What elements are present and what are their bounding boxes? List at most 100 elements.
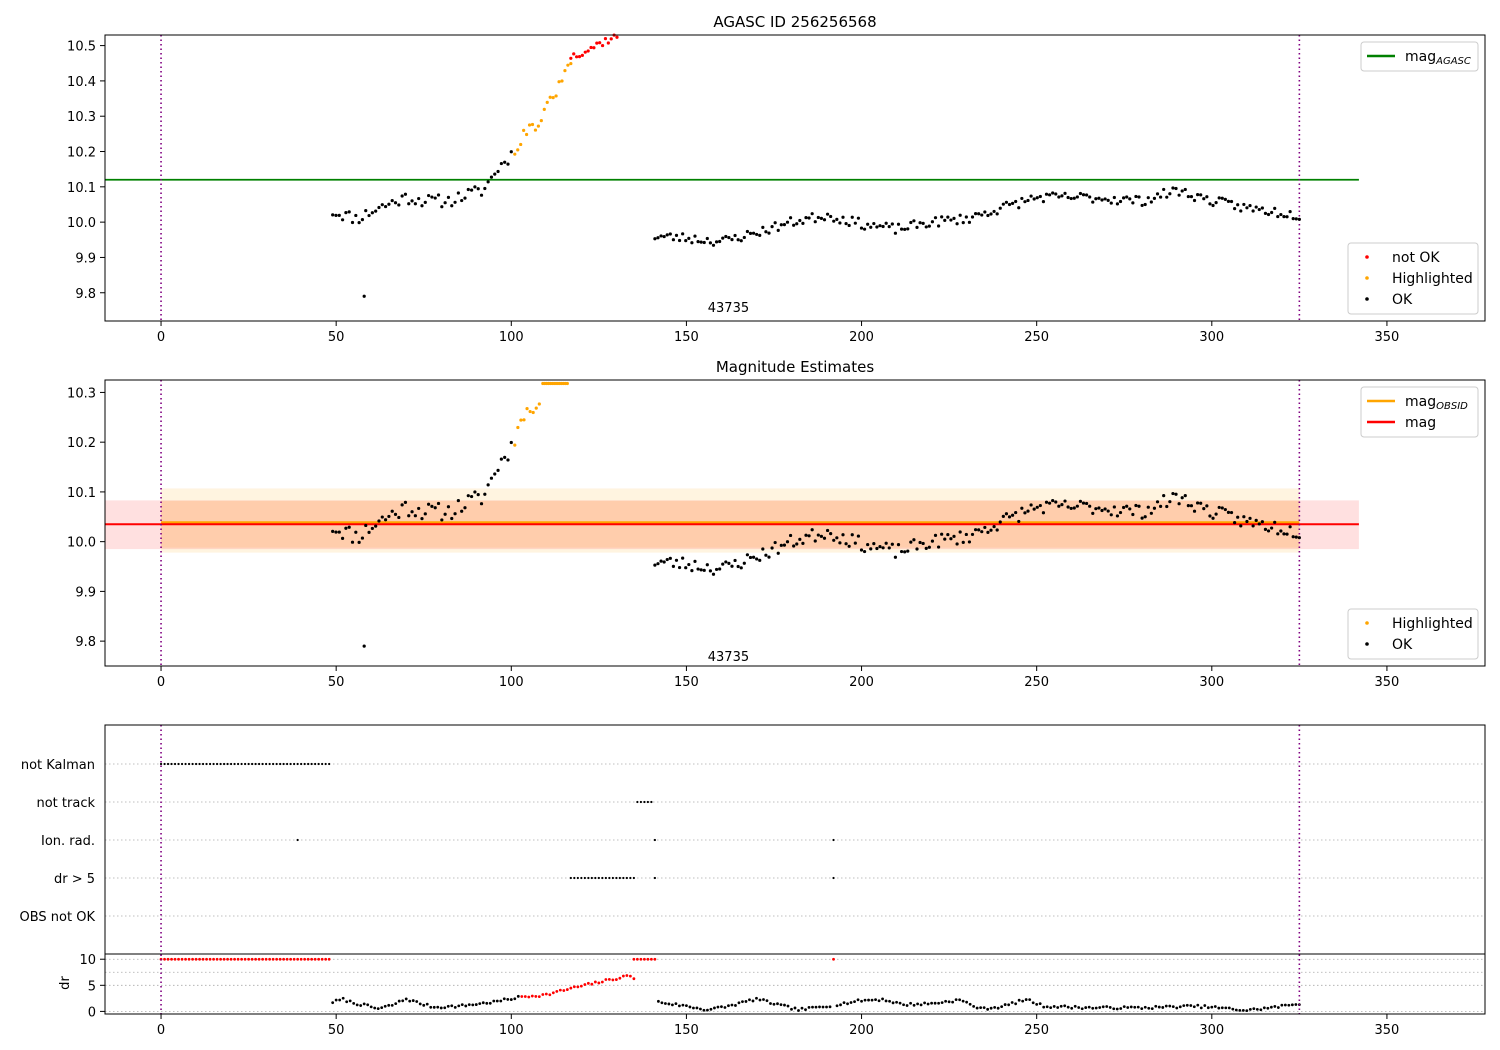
data-point-ok [1091, 511, 1095, 515]
data-point-ok [413, 202, 417, 206]
data-point-ok [1134, 503, 1138, 508]
dr-point [425, 1002, 429, 1006]
x-tick-label: 250 [1024, 675, 1049, 690]
dr-point-clipped [289, 957, 293, 961]
data-point-ok [350, 220, 355, 225]
dr-point [1168, 1004, 1172, 1008]
data-point-ok [665, 233, 669, 237]
flag-point [268, 762, 271, 766]
data-point-ok [696, 239, 700, 244]
data-point-ok [1297, 217, 1301, 221]
data-point-ok [807, 534, 811, 538]
dr-point [520, 995, 524, 998]
dr-point [723, 1006, 727, 1009]
flag-point [328, 762, 331, 766]
data-point-ok [792, 544, 796, 548]
data-point-ok [866, 542, 870, 547]
dr-point [1021, 999, 1025, 1003]
dr-point-clipped [254, 957, 258, 961]
dr-point [502, 997, 506, 1001]
data-point-ok [407, 202, 411, 206]
dr-point [741, 1000, 744, 1004]
data-point-ok [844, 542, 848, 546]
data-point-ok [433, 506, 437, 510]
data-point-ok [443, 201, 447, 205]
dr-point [1206, 1006, 1210, 1010]
data-point-ok [779, 223, 783, 227]
dr-point-clipped [191, 957, 194, 961]
flag-point [324, 762, 327, 766]
data-point-ok [986, 213, 990, 218]
dr-point-clipped [184, 957, 187, 961]
data-point-ok [980, 530, 984, 534]
data-point-ok [1081, 193, 1086, 197]
dr-point [888, 999, 891, 1003]
dr-point [912, 1003, 916, 1007]
data-point-ok [804, 216, 808, 220]
data-point-ok [819, 216, 824, 220]
data-point-ok [1165, 195, 1169, 199]
data-point-ok [453, 512, 457, 516]
data-point-ok [1291, 217, 1295, 221]
data-point-ok [822, 218, 827, 222]
data-point-ok [764, 553, 768, 557]
y-tick-label: 10.1 [67, 486, 96, 501]
data-point-ok [417, 506, 421, 511]
flag-point [229, 762, 233, 766]
dr-point-clipped [236, 957, 240, 961]
data-point-ok [1001, 514, 1005, 518]
dr-point [874, 998, 877, 1002]
data-point-ok [1072, 506, 1076, 510]
dr-point [1213, 1005, 1217, 1008]
dr-point [940, 1001, 944, 1005]
flag-point [653, 876, 656, 880]
dr-point [671, 1003, 674, 1007]
dr-point [776, 1002, 779, 1006]
data-point-ok [927, 224, 931, 228]
data-point-ok [420, 517, 424, 521]
dr-point [860, 999, 863, 1003]
legend-dot-marker [1365, 642, 1369, 646]
dr-point [853, 1000, 856, 1004]
dr-point [492, 999, 496, 1003]
data-point-ok [992, 209, 996, 214]
dr-point [758, 998, 762, 1002]
panel-flags: not Kalman not track Ion. rad. dr > 5 OBS no… [20, 724, 1486, 1038]
data-point-ok [705, 563, 709, 567]
x-tick-label: 350 [1375, 330, 1400, 345]
dr-point [530, 994, 534, 998]
flag-row-label: not track [36, 796, 95, 811]
dr-point [485, 1001, 489, 1005]
dr-point-clipped [268, 957, 272, 961]
data-point-ok [1211, 203, 1215, 208]
x-tick-label: 0 [157, 675, 165, 690]
data-point-ok [745, 553, 750, 557]
dr-point [1000, 1005, 1004, 1009]
data-point-ok [955, 542, 959, 546]
flag-point [258, 762, 261, 766]
legend-box [1360, 386, 1479, 438]
flag-point [646, 800, 649, 804]
dr-point [797, 1009, 800, 1012]
dr-point-clipped [243, 957, 247, 961]
data-point-not-ok [583, 50, 587, 54]
data-point-ok [1069, 196, 1073, 201]
flag-point [163, 762, 166, 766]
data-point-ok [446, 505, 451, 509]
data-point-ok [980, 213, 984, 217]
dr-point [478, 1002, 482, 1006]
data-point-ok [400, 503, 404, 507]
data-point-ok [1032, 507, 1036, 511]
dr-point [919, 1003, 923, 1007]
flag-point [632, 876, 635, 880]
data-point-ok [681, 232, 685, 236]
dr-point [1091, 1006, 1095, 1010]
data-point-ok [727, 561, 731, 566]
data-point-ok [684, 566, 688, 570]
data-point-ok [810, 212, 814, 216]
data-point-ok [1152, 196, 1157, 201]
data-point-ok [733, 233, 737, 238]
data-point-ok [869, 547, 873, 551]
data-point-ok [506, 458, 510, 462]
